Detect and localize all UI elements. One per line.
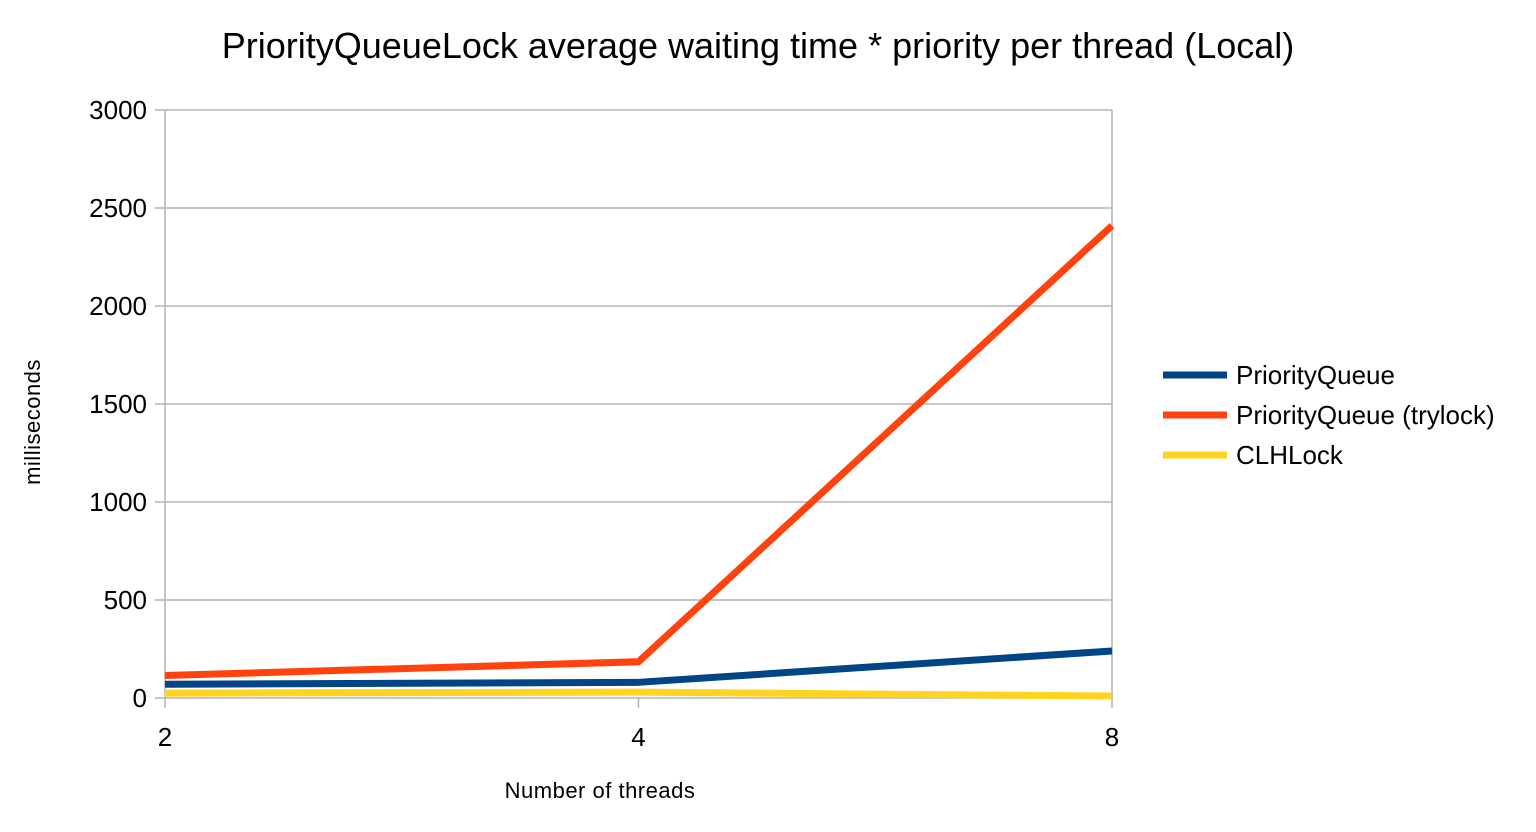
series-line-priorityqueue [164,647,1113,688]
x-axis-title: Number of threads [505,778,696,803]
x-tick-label: 4 [631,722,645,752]
y-tick-label: 0 [133,683,147,713]
axes [155,109,1113,708]
y-tick-label: 3000 [89,95,147,125]
y-axis-title: milliseconds [20,359,45,485]
y-tick-label: 2000 [89,291,147,321]
series-line-clhlock [164,688,1113,700]
legend-label-priorityqueue-trylock: PriorityQueue (trylock) [1236,400,1495,430]
legend: PriorityQueue PriorityQueue (trylock) CLHL… [1163,360,1495,470]
y-tick-label: 2500 [89,193,147,223]
x-axis-tick-labels: 2 4 8 [158,722,1119,752]
x-tick-label: 8 [1105,722,1119,752]
data-series [164,223,1115,700]
y-tick-label: 1500 [89,389,147,419]
y-tick-label: 1000 [89,487,147,517]
grid-lines [165,109,1112,601]
legend-label-clhlock: CLHLock [1236,440,1344,470]
legend-label-priorityqueue: PriorityQueue [1236,360,1395,390]
y-tick-label: 500 [104,585,147,615]
chart-title: PriorityQueueLock average waiting time *… [222,25,1295,66]
x-tick-label: 2 [158,722,172,752]
y-axis-tick-labels: 0 500 1000 1500 2000 2500 3000 [89,95,147,713]
series-line-priorityqueue-trylock [164,223,1115,679]
